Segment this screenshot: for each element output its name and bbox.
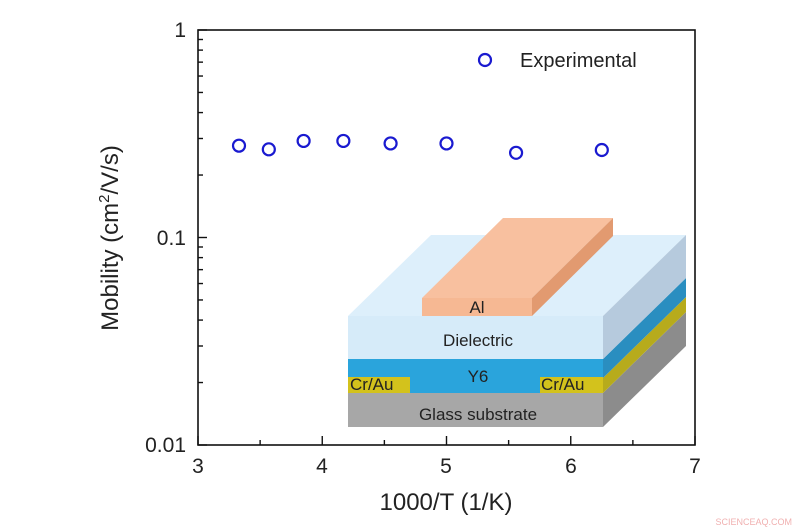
crau-right [540, 377, 603, 393]
data-point [261, 142, 276, 157]
x-tick-label: 7 [689, 455, 701, 478]
data-point [508, 145, 524, 160]
data-point [336, 133, 351, 149]
watermark: SCIENCEAQ.COM [715, 517, 792, 527]
al-top-face [422, 218, 613, 298]
data-point [594, 142, 609, 158]
crau-left [348, 377, 410, 393]
label-y6: Y6 [468, 367, 489, 386]
y-tick-label: 1 [174, 19, 186, 42]
label-glass: Glass substrate [419, 405, 537, 424]
side-dielectric [603, 235, 686, 359]
legend: Experimental [477, 50, 637, 72]
y-axis-label: Mobility (cm2/V/s) [96, 145, 124, 331]
x-tick-label: 6 [565, 455, 577, 478]
series-experimental [231, 133, 609, 160]
legend-label: Experimental [520, 50, 637, 72]
x-tick-label: 5 [440, 455, 452, 478]
x-tick-label: 4 [316, 455, 328, 478]
data-point [439, 136, 454, 151]
data-point [296, 133, 311, 149]
dielectric-layer [348, 316, 603, 359]
label-dielectric: Dielectric [443, 331, 513, 350]
y-tick-label: 0.01 [145, 434, 186, 457]
device-schematic-inset: Al Dielectric Y6 Cr/Au Cr/Au Glass subst… [348, 218, 686, 427]
x-tick-label: 3 [192, 455, 204, 478]
label-crau-right: Cr/Au [541, 375, 584, 394]
al-side-face [532, 218, 613, 316]
side-glass [603, 312, 686, 427]
legend-marker [477, 52, 493, 68]
side-y6 [603, 278, 686, 378]
data-point [383, 136, 398, 151]
x-axis-label: 1000/T (1/K) [380, 489, 513, 516]
side-crau [603, 297, 686, 393]
axis-ticks [197, 29, 696, 446]
label-al: Al [469, 298, 484, 317]
glass-substrate [348, 393, 603, 427]
al-electrode [422, 298, 532, 316]
y-tick-label: 0.1 [157, 227, 186, 250]
data-point [231, 138, 247, 153]
label-crau-left: Cr/Au [350, 375, 393, 394]
